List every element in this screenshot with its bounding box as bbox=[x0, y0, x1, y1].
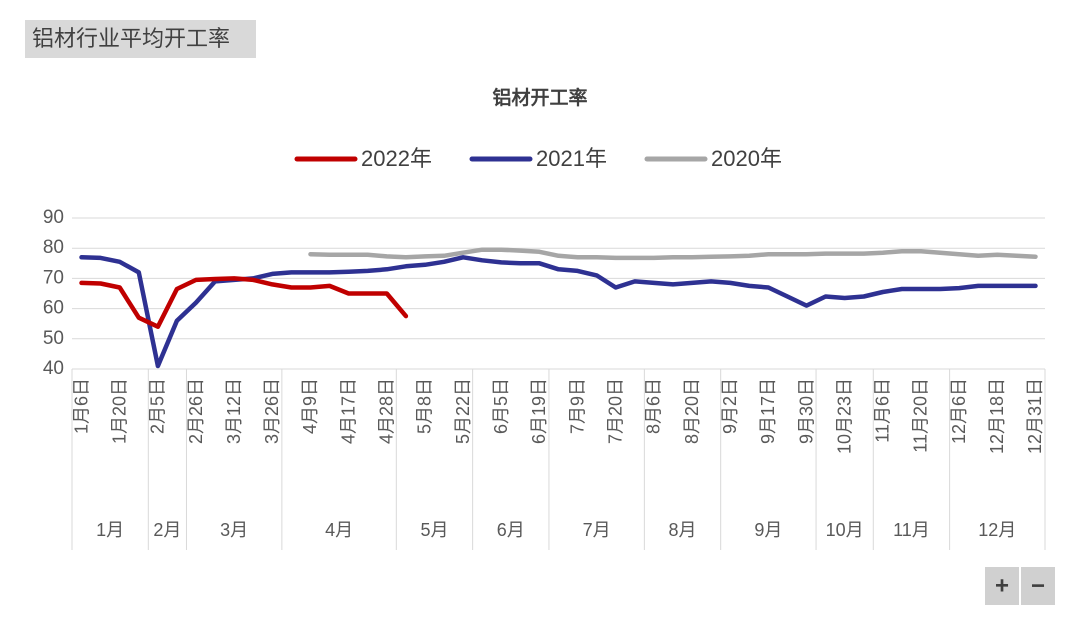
x-tick-label: 12月31日 bbox=[1025, 378, 1045, 454]
zoom-controls: + − bbox=[985, 567, 1055, 605]
group-label: 3月 bbox=[220, 520, 248, 540]
legend-label: 2021年 bbox=[536, 146, 607, 171]
x-tick-label: 6月19日 bbox=[529, 378, 549, 444]
x-tick-label: 10月23日 bbox=[834, 378, 854, 454]
group-label: 5月 bbox=[420, 520, 448, 540]
y-tick-label: 70 bbox=[43, 267, 64, 288]
group-label: 11月 bbox=[893, 520, 930, 540]
x-tick-label: 9月17日 bbox=[758, 378, 778, 444]
y-tick-label: 90 bbox=[43, 207, 64, 228]
x-tick-label: 4月17日 bbox=[338, 378, 358, 444]
zoom-in-label[interactable]: + bbox=[995, 572, 1009, 599]
series-line bbox=[308, 247, 1038, 261]
group-label: 8月 bbox=[669, 520, 697, 540]
group-label: 9月 bbox=[754, 520, 782, 540]
y-tick-label: 50 bbox=[43, 328, 64, 349]
legend-label: 2022年 bbox=[361, 146, 432, 171]
x-tick-label: 4月28日 bbox=[377, 378, 397, 444]
x-tick-label: 9月30日 bbox=[796, 378, 816, 444]
x-tick-label: 9月2日 bbox=[720, 378, 740, 434]
group-label: 12月 bbox=[978, 520, 1016, 540]
legend-label: 2020年 bbox=[711, 146, 782, 171]
x-tick-label: 12月18日 bbox=[987, 378, 1007, 454]
group-label: 7月 bbox=[583, 520, 611, 540]
group-label: 10月 bbox=[826, 520, 864, 540]
title-box bbox=[25, 20, 256, 58]
x-tick-label: 1月6日 bbox=[71, 378, 91, 434]
x-tick-label: 5月8日 bbox=[415, 378, 435, 434]
x-tick-label: 6月5日 bbox=[491, 378, 511, 434]
x-tick-label: 12月6日 bbox=[949, 378, 969, 444]
x-tick-label: 7月9日 bbox=[567, 378, 587, 434]
group-label: 1月 bbox=[96, 520, 124, 540]
x-tick-label: 2月5日 bbox=[148, 378, 168, 434]
x-tick-label: 7月20日 bbox=[605, 378, 625, 444]
zoom-out[interactable] bbox=[1021, 567, 1055, 605]
x-tick-label: 5月22日 bbox=[453, 378, 473, 444]
x-tick-label: 4月9日 bbox=[300, 378, 320, 434]
series-line bbox=[79, 276, 409, 329]
x-tick-label: 11月6日 bbox=[873, 378, 893, 443]
chart-title: 铝材开工率 bbox=[492, 86, 587, 109]
x-tick-label: 2月26日 bbox=[186, 378, 206, 444]
y-tick-label: 40 bbox=[43, 358, 64, 379]
group-label: 2月 bbox=[153, 520, 181, 540]
zoom-in[interactable] bbox=[985, 567, 1019, 605]
page-title: 铝材行业平均开工率 bbox=[32, 26, 230, 51]
zoom-out-label[interactable]: − bbox=[1031, 572, 1045, 599]
y-tick-label: 80 bbox=[43, 237, 64, 258]
x-tick-label: 8月6日 bbox=[644, 378, 664, 434]
group-label: 6月 bbox=[497, 520, 525, 540]
y-tick-label: 60 bbox=[43, 298, 64, 319]
group-label: 4月 bbox=[325, 520, 353, 540]
x-tick-label: 3月12日 bbox=[224, 378, 244, 444]
series-line bbox=[79, 255, 1038, 369]
x-tick-label: 1月20日 bbox=[109, 378, 129, 444]
x-tick-label: 8月20日 bbox=[682, 378, 702, 444]
x-tick-label: 3月26日 bbox=[262, 378, 282, 444]
x-tick-label: 11月20日 bbox=[911, 378, 931, 453]
